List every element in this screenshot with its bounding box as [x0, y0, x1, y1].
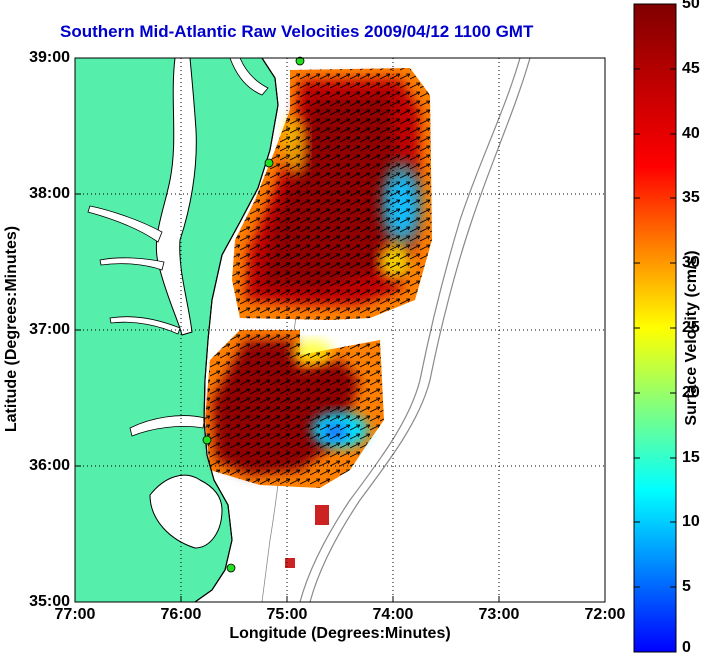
y-tick-label: 36:00: [29, 457, 70, 474]
colorbar-tick-label: 25: [682, 319, 700, 336]
x-tick-label: 74:00: [372, 606, 414, 623]
colorbar-tick-label: 10: [682, 513, 700, 530]
x-tick-label: 73:00: [478, 606, 520, 623]
chesapeake-bay: [155, 58, 197, 336]
colorbar-tick-label: 45: [682, 60, 700, 77]
colorbar-tick-label: 5: [682, 578, 691, 595]
coastline: [194, 58, 279, 602]
colorbar-tick-label: 35: [682, 189, 700, 206]
velocity-field-south: [205, 330, 384, 568]
colorbar-ticks: [634, 68, 676, 588]
radar-station: [202, 435, 212, 445]
y-axis-label: Latitude (Degrees:Minutes): [3, 225, 20, 433]
x-tick-label: 76:00: [160, 606, 202, 623]
colorbar-label: Surface Velocity (cm/s): [683, 250, 700, 426]
grid: [75, 58, 605, 602]
radar-station: [295, 56, 305, 66]
axis-ticks: [75, 193, 500, 602]
bathymetry-contour: [309, 58, 531, 602]
y-tick-label: 37:00: [29, 321, 70, 338]
x-tick-label: 75:00: [266, 606, 308, 623]
radar-station: [226, 563, 236, 573]
bathymetry-contour: [299, 58, 521, 602]
y-tick-label: 35:00: [29, 593, 70, 610]
pamlico-sound: [149, 474, 223, 549]
colorbar-tick-label: 0: [682, 639, 691, 656]
x-tick-label: 77:00: [54, 606, 96, 623]
rappahannock-river: [99, 257, 165, 271]
albemarle-sound: [129, 415, 206, 437]
map-title: Southern Mid-Atlantic Raw Velocities 200…: [60, 22, 534, 41]
x-tick-label: 72:00: [584, 606, 626, 623]
potomac-river: [87, 205, 163, 243]
y-tick-label: 39:00: [29, 49, 70, 66]
colorbar: [633, 3, 677, 653]
colorbar-tick-label: 40: [682, 125, 700, 142]
radar-station: [264, 158, 274, 168]
delaware-bay: [229, 58, 269, 96]
y-tick-label: 38:00: [29, 185, 70, 202]
x-axis-label: Longitude (Degrees:Minutes): [229, 625, 451, 642]
colorbar-tick-label: 15: [682, 449, 700, 466]
james-river: [109, 316, 181, 335]
colorbar-tick-label: 50: [682, 0, 700, 12]
colorbar-tick-label: 20: [682, 384, 700, 401]
colorbar-tick-label: 30: [682, 254, 700, 271]
